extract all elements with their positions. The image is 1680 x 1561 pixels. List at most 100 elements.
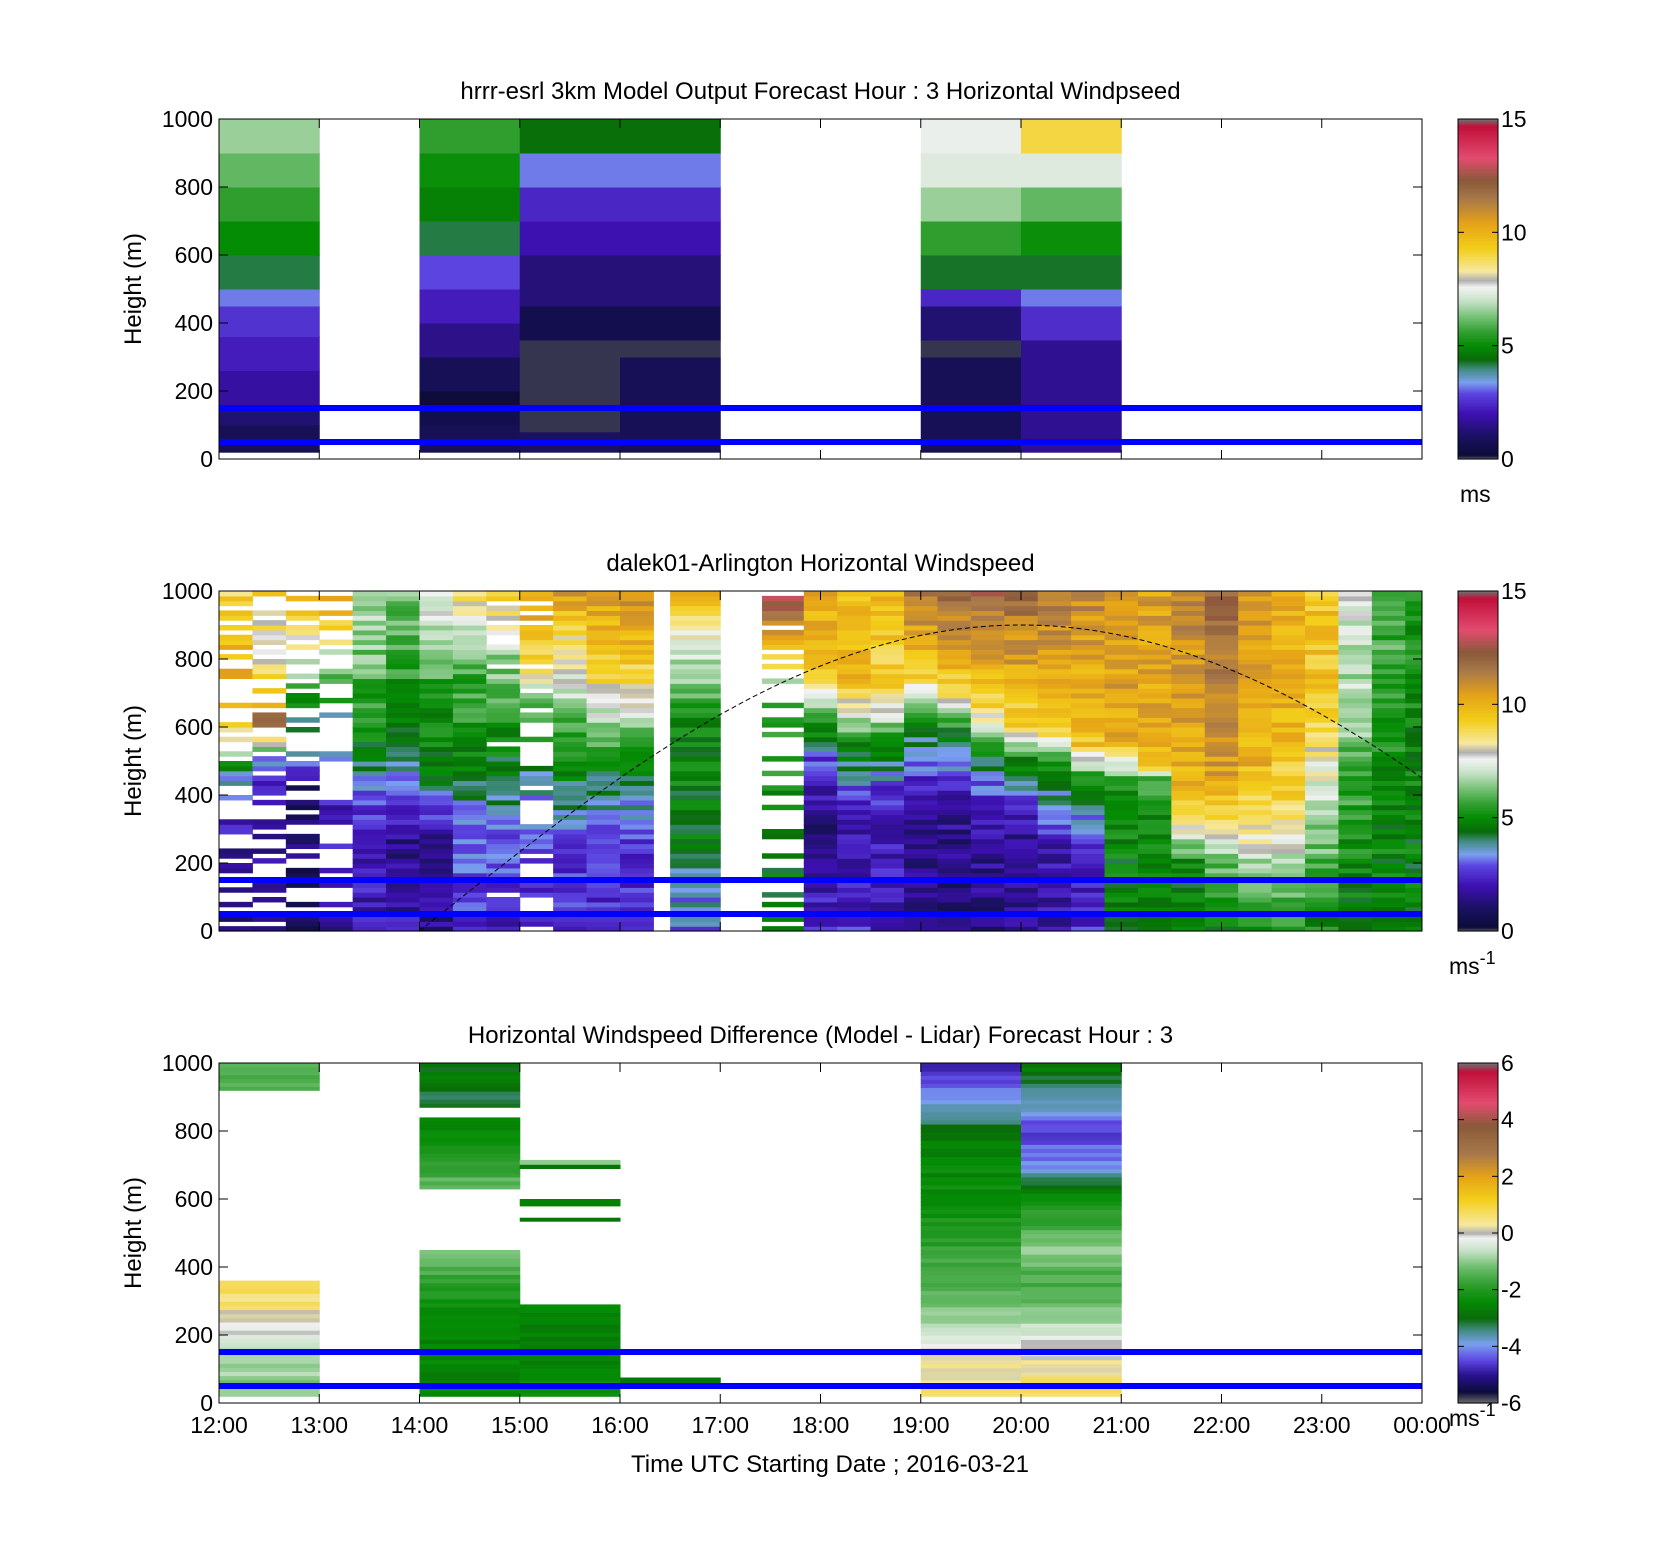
heatmap-cell — [1338, 688, 1373, 694]
colorbar-segment — [1458, 700, 1498, 703]
colorbar-segment — [1458, 612, 1498, 615]
heatmap-cell — [837, 892, 872, 898]
heatmap-cell — [1271, 785, 1306, 791]
heatmap-cell — [419, 1286, 521, 1292]
heatmap-cell — [419, 1306, 521, 1312]
heatmap-cell — [1338, 629, 1373, 636]
colorbar-segment — [1458, 698, 1498, 701]
heatmap-cell — [1271, 751, 1306, 757]
heatmap-cell — [419, 187, 521, 222]
colorbar-segment — [1458, 1398, 1498, 1401]
heatmap-cell — [620, 600, 654, 607]
heatmap-cell — [419, 1079, 521, 1084]
heatmap-cell — [352, 780, 387, 786]
heatmap-cell — [1137, 736, 1172, 743]
heatmap-cell — [1104, 654, 1139, 660]
heatmap-cell — [803, 707, 838, 714]
heatmap-cell — [837, 863, 872, 869]
heatmap-cell — [553, 926, 588, 932]
y-tick-label: 200 — [175, 1322, 213, 1348]
heatmap-cell — [252, 659, 287, 665]
heatmap-cell — [670, 882, 721, 888]
heatmap-cell — [252, 833, 287, 840]
heatmap-cell — [352, 901, 387, 908]
heatmap-cell — [1305, 634, 1339, 641]
heatmap-cell — [1204, 717, 1239, 723]
heatmap-cell — [1037, 809, 1072, 816]
heatmap-cell — [419, 595, 454, 602]
heatmap-cell — [1021, 1197, 1122, 1202]
colorbar-segment — [1458, 296, 1498, 299]
colorbar-segment — [1458, 1160, 1498, 1163]
colorbar-segment — [1458, 719, 1498, 722]
heatmap-cell — [1405, 600, 1423, 607]
colorbar-segment — [1458, 187, 1498, 190]
heatmap-cell — [970, 843, 1005, 850]
heatmap-cell — [1338, 673, 1373, 680]
heatmap-cell — [1004, 790, 1039, 796]
heatmap-cell — [1021, 1278, 1122, 1284]
colorbar-segment — [1458, 1179, 1498, 1182]
heatmap-cell — [1305, 678, 1339, 684]
colorbar-segment — [1458, 177, 1498, 180]
heatmap-cell — [419, 1331, 521, 1336]
heatmap-cell — [920, 1327, 1022, 1332]
heatmap-cell — [803, 673, 838, 680]
colorbar-segment — [1458, 382, 1498, 385]
heatmap-cell — [837, 848, 872, 854]
colorbar-segment — [1458, 447, 1498, 450]
colorbar-segment — [1458, 1323, 1498, 1326]
heatmap-cell — [1405, 853, 1423, 859]
colorbar-segment — [1458, 320, 1498, 323]
heatmap-cell — [1371, 867, 1406, 874]
colorbar-segment — [1458, 926, 1498, 929]
heatmap-cell — [1037, 649, 1072, 655]
heatmap-cell — [762, 926, 805, 932]
colorbar-segment — [1458, 391, 1498, 394]
heatmap-cell — [419, 838, 454, 845]
colorbar-segment — [1458, 1259, 1498, 1262]
heatmap-cell — [1171, 867, 1206, 874]
heatmap-cell — [519, 659, 554, 665]
heatmap-cell — [486, 897, 521, 903]
colorbar-segment — [1458, 1336, 1498, 1339]
heatmap-cell — [1238, 625, 1273, 631]
colorbar-segment — [1458, 342, 1498, 345]
heatmap-cell — [920, 1375, 1022, 1381]
heatmap-cell — [1104, 824, 1139, 830]
colorbar-segment — [1458, 875, 1498, 878]
heatmap-cell — [803, 654, 838, 660]
heatmap-cell — [586, 926, 621, 932]
heatmap-cell — [519, 255, 621, 307]
colorbar-segment — [1458, 429, 1498, 432]
colorbar-segment — [1458, 195, 1498, 198]
heatmap-cell — [937, 897, 972, 903]
heatmap-cell — [870, 863, 905, 869]
heatmap-cell — [1405, 765, 1423, 772]
heatmap-cell — [219, 751, 253, 757]
heatmap-cell — [1271, 829, 1306, 835]
heatmap-cell — [486, 625, 521, 631]
heatmap-cell — [1271, 673, 1306, 680]
colorbar-segment — [1458, 165, 1498, 168]
heatmap-cell — [762, 620, 805, 626]
heatmap-cell — [1271, 634, 1306, 641]
heatmap-cell — [419, 765, 454, 772]
heatmap-cell — [1071, 770, 1106, 777]
heatmap-cell — [1137, 785, 1172, 791]
colorbar-segment — [1458, 450, 1498, 453]
heatmap-cell — [419, 1371, 521, 1377]
colorbar-segment — [1458, 782, 1498, 785]
heatmap-cell — [870, 867, 905, 874]
heatmap-cell — [837, 809, 872, 816]
heatmap-cell — [970, 824, 1005, 830]
colorbar-segment — [1458, 306, 1498, 309]
heatmap-cell — [252, 741, 287, 748]
colorbar-segment — [1458, 1257, 1498, 1260]
heatmap-cell — [252, 824, 287, 830]
heatmap-cell — [1021, 1262, 1122, 1267]
colorbar-segment — [1458, 722, 1498, 725]
heatmap-cell — [1071, 649, 1106, 655]
colorbar-segment — [1458, 253, 1498, 256]
colorbar-segment — [1458, 824, 1498, 827]
